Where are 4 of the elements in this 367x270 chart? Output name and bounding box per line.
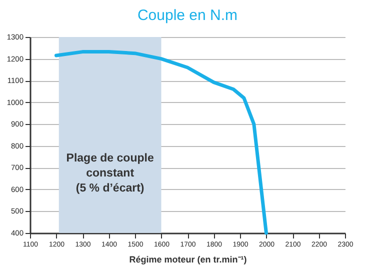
- line-series: [54, 50, 268, 235]
- band-label: Plage de couple constant (5 % d’écart): [66, 152, 154, 195]
- x-axis-title: Régime moteur (en tr.min⁻¹): [129, 254, 247, 264]
- chart-title: Couple en N.m: [137, 7, 238, 24]
